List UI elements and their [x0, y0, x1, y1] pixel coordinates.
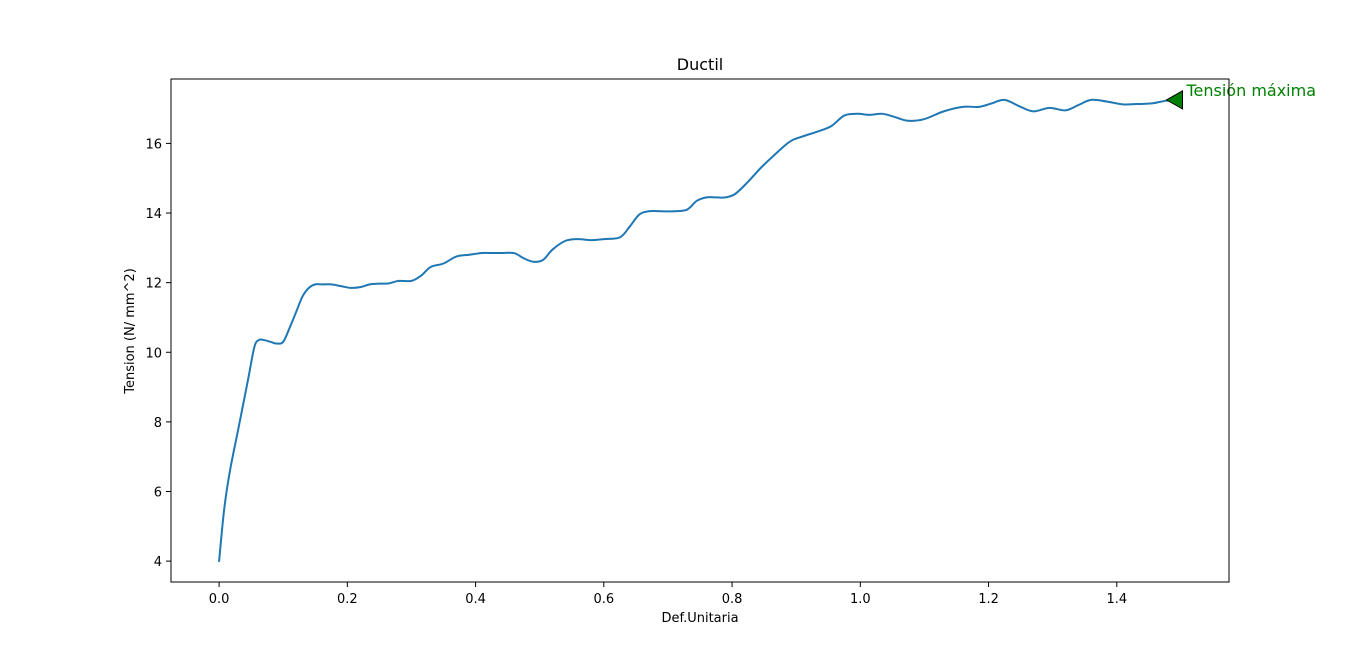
y-tick-label: 6	[154, 485, 162, 500]
chart-title: Ductil	[677, 55, 723, 74]
y-tick-label: 16	[145, 137, 162, 152]
tension-max-marker	[1165, 90, 1183, 110]
annotation-layer: Tensión máxima	[1165, 81, 1316, 110]
y-tick-label: 8	[154, 416, 162, 431]
y-tick-label: 10	[145, 346, 162, 361]
x-tick-label: 0.4	[465, 592, 486, 607]
y-tick-label: 4	[154, 555, 162, 570]
x-axis-label: Def.Unitaria	[661, 611, 738, 626]
tension-max-label: Tensión máxima	[1185, 81, 1316, 100]
x-tick-label: 0.8	[722, 592, 743, 607]
x-tick-label: 0.0	[209, 592, 230, 607]
y-tick-layer: 4 6 8 10 12 14 16	[145, 137, 171, 570]
y-tick-label: 12	[145, 277, 162, 292]
x-tick-label: 1.4	[1106, 592, 1127, 607]
x-tick-label: 0.2	[337, 592, 358, 607]
y-tick-label: 14	[145, 207, 162, 222]
line-layer	[218, 98, 1176, 563]
series-line-0	[218, 98, 1176, 563]
plot-frame	[170, 78, 1230, 583]
x-tick-layer: 0.0 0.2 0.4 0.6 0.8 1.0 1.2 1.4	[209, 582, 1127, 607]
plot-area	[171, 79, 1229, 582]
y-axis-label: Tension (N/ mm^2)	[123, 268, 138, 395]
x-tick-label: 0.6	[593, 592, 614, 607]
x-tick-label: 1.0	[850, 592, 871, 607]
x-tick-label: 1.2	[978, 592, 999, 607]
